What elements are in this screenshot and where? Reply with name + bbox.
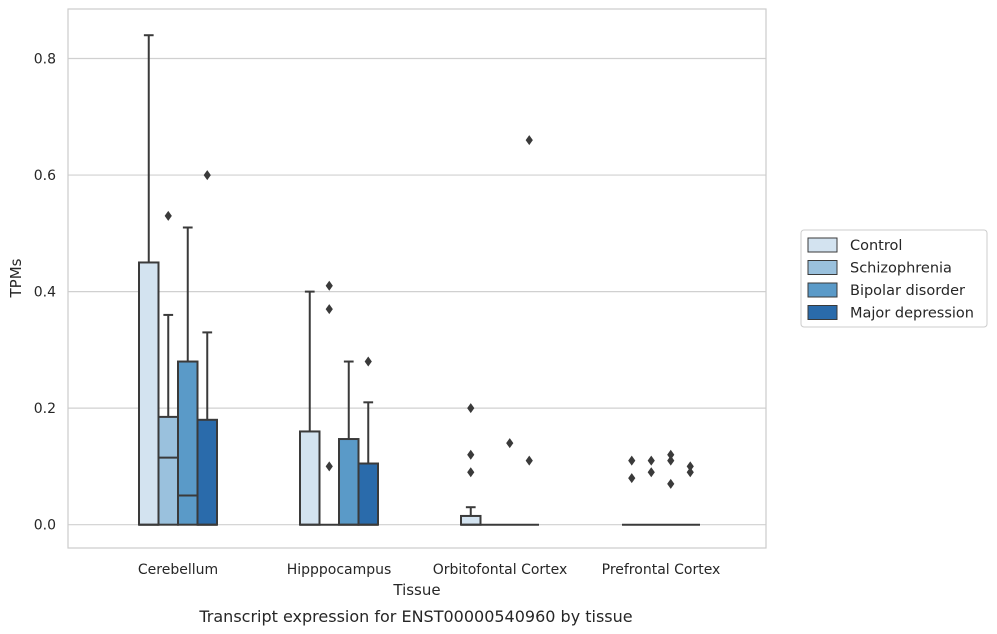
outlier-point — [467, 449, 475, 460]
x-tick-labels: Cerebellum Hipppocampus Orbitofontal Corte… — [138, 562, 720, 578]
box-group — [680, 461, 700, 526]
legend-swatch — [807, 282, 838, 298]
plot-frame — [67, 8, 767, 549]
outlier-point — [647, 455, 655, 466]
outlier-point — [506, 438, 514, 449]
box-group — [138, 34, 160, 526]
y-tick-labels: 0.0 0.2 0.4 0.6 0.8 — [34, 52, 56, 534]
outlier-point — [525, 135, 533, 146]
box — [299, 430, 321, 526]
box — [138, 261, 160, 526]
x-tick-label: Hipppocampus — [287, 562, 392, 578]
box-group — [338, 360, 360, 526]
box-group — [196, 170, 218, 526]
outlier-point — [325, 304, 333, 315]
y-tick-label: 0.8 — [34, 52, 56, 68]
legend-swatch — [807, 260, 838, 275]
y-axis-label: TPMs — [7, 258, 25, 298]
legend-label: Major depression — [850, 306, 974, 322]
box-group — [319, 280, 339, 526]
box-group — [177, 226, 199, 526]
box-group — [357, 356, 379, 526]
box-group — [622, 455, 642, 526]
box-group — [519, 135, 539, 526]
y-tick-label: 0.2 — [34, 401, 56, 417]
box — [177, 360, 199, 526]
outlier-point — [628, 455, 636, 466]
outlier-point — [325, 461, 333, 472]
outlier-point — [364, 356, 372, 367]
outlier-point — [525, 455, 533, 466]
outlier-point — [203, 170, 211, 181]
box-group — [641, 455, 661, 526]
y-tick-label: 0.0 — [34, 518, 56, 534]
outlier-point — [164, 210, 172, 221]
outlier-point — [686, 467, 694, 478]
x-tick-label: Orbitofontal Cortex — [433, 562, 568, 578]
box-group — [500, 438, 520, 526]
x-tick-label: Prefrontal Cortex — [602, 562, 721, 578]
y-tick-label: 0.4 — [34, 285, 56, 301]
outlier-point — [667, 478, 675, 489]
x-tick-label: Cerebellum — [138, 562, 218, 578]
outlier-point — [467, 467, 475, 478]
box-group — [299, 290, 321, 526]
legend-label: Schizophrenia — [850, 261, 952, 277]
box-group — [661, 449, 681, 526]
outlier-point — [647, 467, 655, 478]
outlier-point — [667, 455, 675, 466]
legend-frame — [800, 229, 988, 328]
box — [157, 415, 179, 526]
outlier-point — [467, 403, 475, 414]
outlier-point — [628, 473, 636, 484]
legend: Control Schizophrenia Bipolar disorder Majo… — [800, 229, 988, 328]
box-group — [460, 403, 482, 526]
outlier-point — [325, 280, 333, 291]
legend-swatch — [807, 237, 838, 253]
y-tick-label: 0.6 — [34, 168, 56, 184]
legend-label: Control — [850, 238, 902, 254]
box — [357, 462, 379, 526]
boxes-layer — [138, 34, 700, 526]
box-group — [157, 210, 179, 526]
legend-label: Bipolar disorder — [850, 283, 965, 299]
chart-caption: Transcript expression for ENST0000054096… — [198, 607, 632, 626]
box — [338, 438, 360, 526]
box — [196, 418, 218, 526]
outlier-point — [667, 449, 675, 460]
box — [460, 514, 482, 526]
legend-swatch — [807, 305, 838, 320]
x-axis-label: Tissue — [392, 581, 440, 599]
outlier-point — [686, 461, 694, 472]
